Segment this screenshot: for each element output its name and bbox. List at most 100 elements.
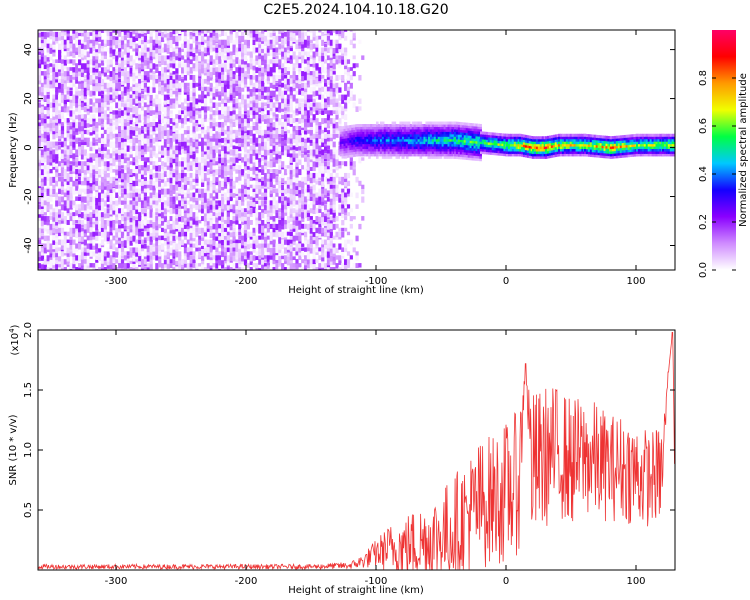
- heatmap-cell: [49, 247, 53, 254]
- heatmap-cell: [83, 63, 87, 70]
- heatmap-cell: [166, 35, 170, 41]
- heatmap-cell: [66, 129, 70, 134]
- heatmap-cell: [281, 145, 285, 152]
- heatmap-cell: [120, 161, 125, 166]
- heatmap-cell: [201, 51, 205, 57]
- heatmap-cell: [281, 43, 285, 49]
- heatmap-cell: [169, 169, 173, 175]
- heatmap-cell: [221, 145, 225, 152]
- heatmap-cell: [89, 204, 93, 210]
- heatmap-cell: [303, 59, 308, 64]
- heatmap-cell: [135, 98, 139, 104]
- heatmap-cell: [43, 259, 47, 265]
- heatmap-cell: [198, 51, 202, 56]
- heatmap-cell: [312, 67, 316, 71]
- heatmap-cell: [278, 251, 282, 257]
- heatmap-cell: [89, 251, 93, 257]
- heatmap-cell: [215, 145, 219, 150]
- heatmap-cell: [118, 227, 122, 233]
- heatmap-cell: [315, 267, 319, 270]
- heatmap-cell: [69, 149, 73, 156]
- heatmap-cell: [66, 78, 70, 84]
- heatmap-cell: [306, 78, 311, 85]
- heatmap-cell: [92, 212, 96, 219]
- heatmap-cell: [175, 223, 179, 229]
- heatmap-cell: [43, 169, 47, 175]
- heatmap-cell: [55, 82, 59, 88]
- heatmap-cell: [206, 94, 210, 99]
- heatmap-cell: [235, 153, 239, 158]
- heatmap-cell: [55, 212, 59, 218]
- heatmap-cell: [38, 153, 42, 160]
- heatmap-cell: [138, 67, 142, 74]
- heatmap-cell: [272, 75, 276, 80]
- heatmap-cell: [309, 63, 313, 67]
- heatmap-cell: [258, 137, 262, 144]
- heatmap-cell: [163, 141, 168, 148]
- heatmap-cell: [295, 243, 299, 249]
- heatmap-cell: [272, 251, 276, 257]
- heatmap-cell: [120, 180, 125, 186]
- heatmap-cell: [149, 204, 153, 210]
- heatmap-cell: [52, 239, 56, 245]
- heatmap-cell: [118, 47, 122, 52]
- heatmap-cell: [115, 176, 119, 181]
- heatmap-cell: [166, 243, 170, 249]
- heatmap-cell: [281, 263, 285, 270]
- heatmap-cell: [178, 200, 182, 207]
- heatmap-cell: [60, 86, 65, 94]
- heatmap-cell: [95, 259, 99, 263]
- heatmap-cell: [140, 239, 145, 245]
- heatmap-cell: [246, 137, 250, 142]
- heatmap-cell: [229, 110, 233, 116]
- heatmap-cell: [132, 90, 136, 95]
- heatmap-cell: [123, 122, 127, 127]
- heatmap-cell: [120, 110, 125, 116]
- heatmap-cell: [223, 212, 228, 219]
- heatmap-cell: [112, 141, 116, 148]
- heatmap-cell: [109, 243, 113, 249]
- heatmap-cell: [201, 94, 205, 100]
- heatmap-cell: [309, 86, 313, 93]
- heatmap-cell: [252, 31, 256, 38]
- heatmap-cell: [60, 63, 65, 70]
- heatmap-cell: [146, 78, 150, 83]
- heatmap-cell: [118, 169, 122, 175]
- heatmap-cell: [75, 157, 79, 161]
- heatmap-cell: [95, 188, 99, 193]
- heatmap-cell: [258, 67, 262, 72]
- heatmap-cell: [72, 78, 76, 84]
- heatmap-cell: [166, 188, 170, 195]
- heatmap-cell: [89, 153, 93, 158]
- heatmap-cell: [52, 247, 56, 252]
- heatmap-cell: [72, 30, 76, 34]
- heatmap-cell: [261, 114, 265, 121]
- heatmap-cell: [172, 239, 176, 244]
- heatmap-cell: [172, 267, 176, 270]
- heatmap-cell: [178, 141, 182, 146]
- heatmap-cell: [275, 75, 279, 82]
- heatmap-cell: [241, 243, 245, 249]
- heatmap-cell: [289, 223, 293, 230]
- heatmap-cell: [306, 161, 311, 167]
- heatmap-cell: [43, 86, 47, 91]
- heatmap-cell: [315, 208, 319, 214]
- heatmap-cell: [286, 247, 291, 253]
- heatmap-cell: [258, 212, 262, 219]
- heatmap-cell: [163, 129, 168, 136]
- heatmap-cell: [146, 169, 150, 174]
- heatmap-cell: [175, 137, 179, 144]
- heatmap-cell: [215, 192, 219, 199]
- heatmap-cell: [235, 200, 239, 206]
- heatmap-cell: [166, 169, 170, 176]
- heatmap-cell: [80, 94, 85, 101]
- heatmap-cell: [283, 51, 288, 57]
- heatmap-cell: [258, 59, 262, 66]
- heatmap-cell: [189, 149, 193, 156]
- heatmap-cell: [155, 98, 159, 105]
- heatmap-cell: [69, 67, 73, 71]
- heatmap-cell: [135, 169, 139, 174]
- heatmap-cell: [132, 35, 136, 43]
- heatmap-cell: [78, 51, 82, 58]
- heatmap-cell: [218, 255, 222, 260]
